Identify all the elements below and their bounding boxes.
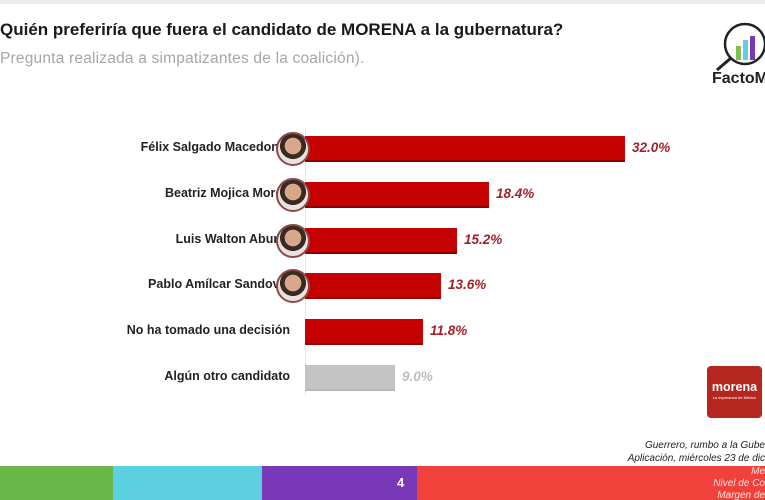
bar [305, 273, 441, 299]
bar-row: Algún otro candidato 9.0% [0, 365, 765, 391]
bar-row: No ha tomado una decisión 11.8% [0, 319, 765, 345]
footer-strip-cyan [113, 466, 262, 500]
bar-label: Félix Salgado Macedonio [140, 140, 290, 154]
bar-label: Luis Walton Aburto [175, 232, 290, 246]
morena-logo-tagline: La esperanza de México [712, 395, 757, 400]
footnote-line-1: Guerrero, rumbo a la Gube [644, 440, 765, 451]
bar [305, 319, 423, 345]
strip-text-line-2: Nivel de Co [713, 478, 765, 489]
bar-value-label: 15.2% [464, 232, 503, 247]
morena-logo-name: morena [711, 380, 758, 394]
bar [305, 228, 457, 254]
chart-subtitle: Pregunta realizada a simpatizantes de la… [0, 50, 365, 67]
footer-strip-red [417, 466, 765, 500]
magnifier-bar-chart-icon [716, 22, 765, 72]
chart-title: Quién preferiría que fuera el candidato … [0, 20, 564, 39]
bar [305, 136, 625, 162]
bar-value-label: 18.4% [496, 186, 535, 201]
bar [305, 365, 395, 391]
candidate-photo-icon [276, 224, 310, 258]
footer-strip-green [0, 466, 113, 500]
bar-row: Luis Walton Aburto 15.2% [0, 224, 765, 258]
bar-value-label: 13.6% [448, 277, 487, 292]
bar-label: Algún otro candidato [164, 369, 290, 383]
morena-logo: morena La esperanza de México [707, 366, 762, 418]
factom-logo-text: FactoM [712, 70, 765, 87]
bar-label: No ha tomado una decisión [126, 323, 290, 337]
bar-label: Pablo Amílcar Sandoval [148, 277, 290, 291]
page-number: 4 [397, 475, 405, 490]
bar-row: Beatriz Mojica Morga 18.4% [0, 178, 765, 212]
candidate-photo-icon [276, 269, 310, 303]
candidate-photo-icon [276, 178, 310, 212]
bar-label: Beatriz Mojica Morga [164, 186, 290, 200]
strip-text-line-1: Me [751, 466, 765, 477]
footer-strip-purple [262, 466, 417, 500]
strip-text-line-3: Margen de [717, 490, 765, 500]
bar [305, 182, 489, 208]
bar-row: Pablo Amílcar Sandoval 13.6% [0, 269, 765, 303]
bar-value-label: 11.8% [430, 323, 468, 338]
candidate-photo-icon [276, 132, 310, 166]
bar-row: Félix Salgado Macedonio 32.0% [0, 132, 765, 166]
bar-value-label: 32.0% [632, 140, 671, 155]
footnote-line-2: Aplicación, miércoles 23 de dic [627, 453, 765, 464]
top-border [0, 0, 765, 4]
bar-value-label: 9.0% [402, 369, 433, 384]
chart-axis [305, 128, 306, 396]
